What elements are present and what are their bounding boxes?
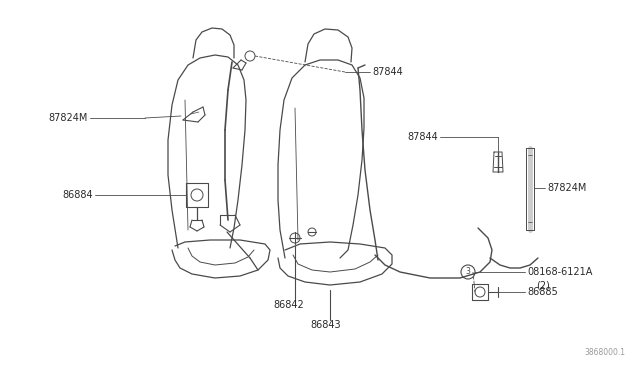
Text: 86884: 86884 [62, 190, 93, 200]
Text: 86842: 86842 [273, 300, 304, 310]
Text: (2): (2) [536, 281, 550, 291]
Text: 86843: 86843 [310, 320, 340, 330]
Text: 3868000.1: 3868000.1 [584, 348, 625, 357]
Text: 87844: 87844 [372, 67, 403, 77]
Text: 87824M: 87824M [49, 113, 88, 123]
Text: 86885: 86885 [527, 287, 557, 297]
Text: 87844: 87844 [407, 132, 438, 142]
Text: 87824M: 87824M [547, 183, 586, 193]
Text: 3: 3 [465, 267, 470, 276]
Text: 08168-6121A: 08168-6121A [527, 267, 593, 277]
